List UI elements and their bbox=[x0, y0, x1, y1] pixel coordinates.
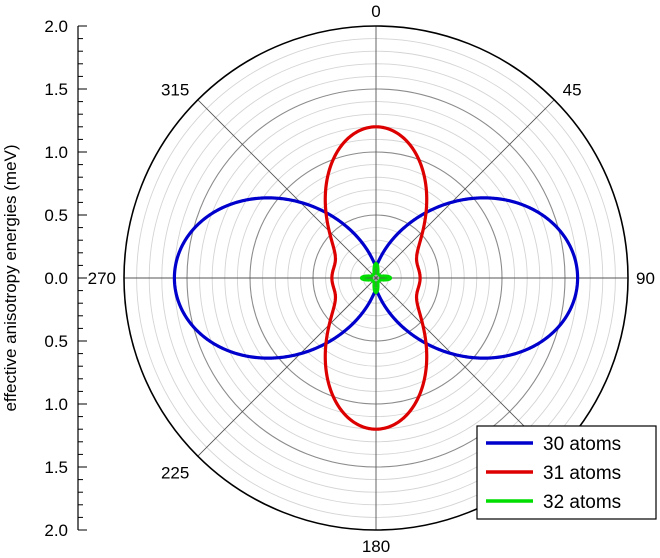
radial-tick-label: 1.5 bbox=[44, 458, 68, 477]
legend-label-1: 30 atoms bbox=[543, 434, 621, 455]
angle-label-225: 225 bbox=[161, 464, 189, 483]
angle-label-315: 315 bbox=[161, 80, 189, 99]
radial-tick-label: 0.5 bbox=[44, 332, 68, 351]
outer-circle bbox=[123, 25, 629, 531]
radial-tick-label: 2.0 bbox=[44, 521, 68, 540]
angle-label-270: 270 bbox=[88, 269, 116, 288]
radial-axis: 2.0 1.5 1.0 0.5 0.0 0.5 1.0 1.5 2.0 bbox=[44, 17, 87, 540]
angle-label-45: 45 bbox=[563, 80, 582, 99]
radial-tick-label: 0.5 bbox=[44, 206, 68, 225]
grid-spoke bbox=[375, 99, 555, 279]
angle-label-90: 90 bbox=[636, 269, 655, 288]
legend-label-3: 32 atoms bbox=[543, 492, 621, 513]
polar-grid bbox=[123, 25, 629, 531]
angle-label-0: 0 bbox=[371, 2, 380, 21]
series-group bbox=[172, 125, 580, 431]
radial-tick-label: 1.0 bbox=[44, 143, 68, 162]
angular-tick-labels: 0 45 90 180 225 270 315 bbox=[88, 2, 655, 556]
y-axis-label: effective anisotropy energies (meV) bbox=[1, 144, 20, 411]
legend: 30 atoms 31 atoms 32 atoms bbox=[476, 425, 657, 520]
radial-tick-label: 2.0 bbox=[44, 17, 68, 36]
angle-label-180: 180 bbox=[362, 537, 390, 556]
radial-tick-label: 1.0 bbox=[44, 395, 68, 414]
legend-label-2: 31 atoms bbox=[543, 463, 621, 484]
radial-tick-label: 0.0 bbox=[44, 269, 68, 288]
series-line-3 bbox=[359, 261, 393, 295]
radial-tick-label: 1.5 bbox=[44, 80, 68, 99]
series-line-2 bbox=[323, 125, 429, 431]
grid-spoke bbox=[197, 99, 377, 279]
grid-spoke bbox=[197, 277, 377, 457]
